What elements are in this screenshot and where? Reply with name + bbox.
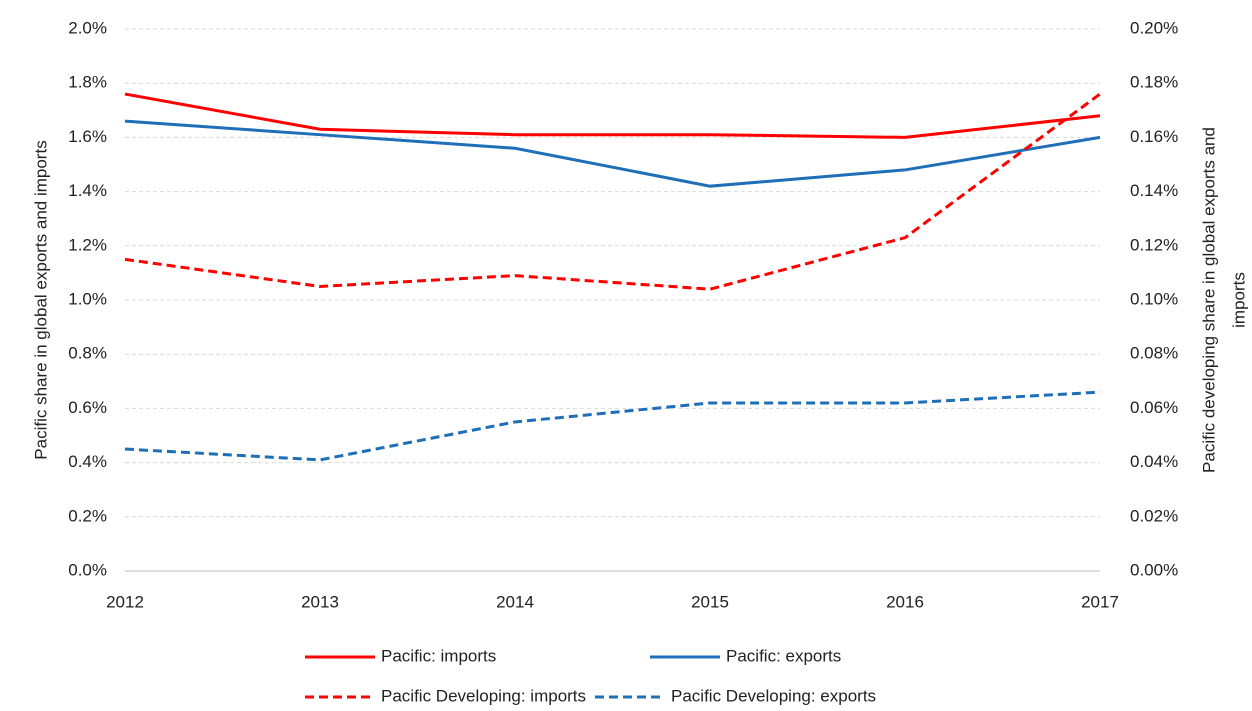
series-line [124, 119, 1101, 188]
y-tick-label: 1.6% [68, 127, 107, 146]
x-tick-label: 2017 [1081, 592, 1119, 611]
y2-tick-label: 0.00% [1130, 560, 1178, 579]
legend-label: Pacific Developing: exports [671, 686, 876, 705]
y2-tick-label: 0.10% [1130, 289, 1178, 308]
y-tick-label: 0.2% [68, 506, 107, 525]
x-tick-label: 2016 [886, 592, 924, 611]
y-axis-title: Pacific share in global exports and impo… [31, 140, 50, 459]
series-line [124, 92, 1101, 291]
y-tick-label: 0.4% [68, 452, 107, 471]
y2-axis-title: Pacific developing share in global expor… [1199, 127, 1218, 473]
y2-tick-label: 0.02% [1130, 506, 1178, 525]
y2-tick-label: 0.18% [1130, 73, 1178, 92]
legend-label: Pacific: imports [381, 646, 496, 665]
y2-tick-label: 0.04% [1130, 452, 1178, 471]
y2-tick-label: 0.06% [1130, 398, 1178, 417]
x-tick-label: 2013 [301, 592, 339, 611]
y-tick-label: 1.2% [68, 235, 107, 254]
y-tick-label: 0.6% [68, 398, 107, 417]
y2-tick-label: 0.14% [1130, 181, 1178, 200]
y-tick-label: 2.0% [68, 18, 107, 37]
y2-tick-label: 0.16% [1130, 127, 1178, 146]
y-tick-label: 1.4% [68, 181, 107, 200]
series-line [124, 390, 1101, 462]
x-tick-label: 2012 [106, 592, 144, 611]
y-tick-label: 0.8% [68, 344, 107, 363]
series-line [124, 92, 1101, 139]
x-tick-label: 2014 [496, 592, 534, 611]
legend-label: Pacific: exports [726, 646, 841, 665]
legend-label: Pacific Developing: imports [381, 686, 586, 705]
y-tick-label: 1.8% [68, 73, 107, 92]
y2-tick-label: 0.08% [1130, 344, 1178, 363]
y2-tick-label: 0.12% [1130, 235, 1178, 254]
y-tick-label: 1.0% [68, 289, 107, 308]
x-tick-label: 2015 [691, 592, 729, 611]
y-tick-label: 0.0% [68, 560, 107, 579]
y2-axis-title: imports [1229, 272, 1248, 328]
y2-tick-label: 0.20% [1130, 18, 1178, 37]
